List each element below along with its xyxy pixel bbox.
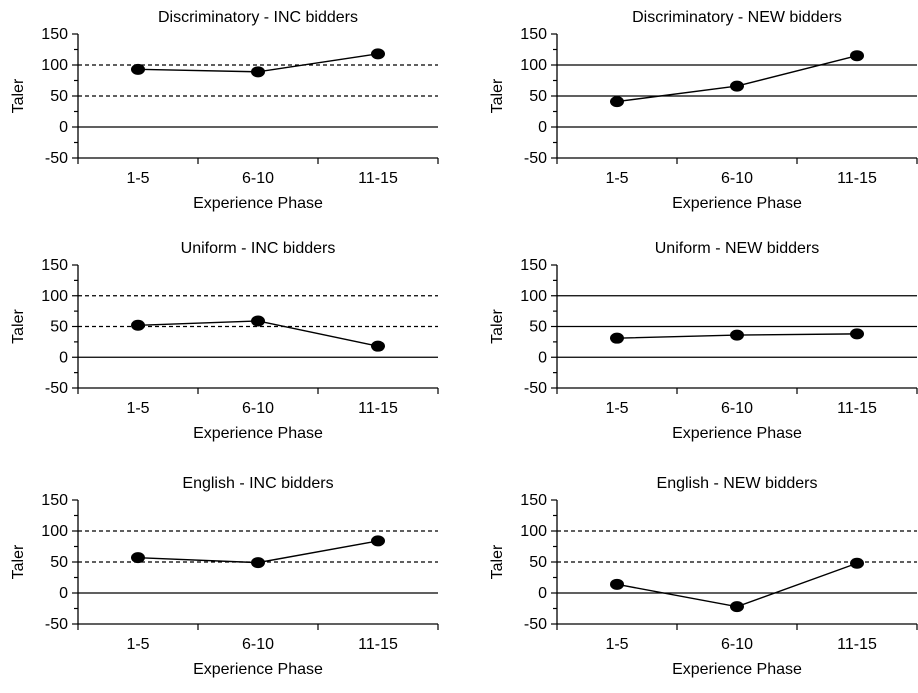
data-point-11-15 <box>850 328 864 340</box>
data-point-11-15 <box>371 48 385 60</box>
y-tick-label: 0 <box>538 585 547 602</box>
x-tick-label: 1-5 <box>126 400 149 417</box>
x-axis-label: Experience Phase <box>193 425 323 442</box>
chart-title: Uniform - NEW bidders <box>655 240 819 257</box>
y-tick-label: -50 <box>524 150 547 167</box>
x-tick-label: 1-5 <box>605 170 628 187</box>
y-tick-label: 0 <box>538 119 547 136</box>
data-point-1-5 <box>131 63 145 75</box>
x-axis-label: Experience Phase <box>193 195 323 212</box>
y-tick-label: 50 <box>50 554 68 571</box>
chart-title: Uniform - INC bidders <box>181 240 336 257</box>
data-point-6-10 <box>251 66 265 78</box>
y-tick-label: 50 <box>529 554 547 571</box>
x-axis-label: Experience Phase <box>672 195 802 212</box>
y-tick-label: 50 <box>50 88 68 105</box>
y-axis-label: Taler <box>10 308 27 343</box>
y-tick-label: -50 <box>45 150 68 167</box>
x-tick-label: 6-10 <box>721 636 753 653</box>
y-tick-label: 150 <box>41 257 68 274</box>
data-point-11-15 <box>371 535 385 547</box>
chart-panel-4: Uniform - NEW bidders 150 100 50 0 -50 1-5 6-10… <box>489 240 918 442</box>
y-tick-label: 150 <box>41 492 68 509</box>
x-axis-label: Experience Phase <box>193 661 323 678</box>
series-line <box>616 55 858 103</box>
y-tick-label: 100 <box>41 523 68 540</box>
y-tick-label: 100 <box>520 288 547 305</box>
x-axis-label: Experience Phase <box>672 425 802 442</box>
y-tick-label: -50 <box>524 380 547 397</box>
data-point-1-5 <box>610 96 624 108</box>
y-axis-label: Taler <box>489 308 506 343</box>
x-tick-label: 11-15 <box>358 400 398 417</box>
x-tick-label: 6-10 <box>721 400 753 417</box>
chart-panel-6: English - NEW bidders 150 100 50 0 -50 1-5 6-10… <box>489 475 918 678</box>
y-tick-label: 50 <box>529 319 547 336</box>
y-tick-label: 150 <box>520 26 547 43</box>
y-tick-label: 150 <box>41 26 68 43</box>
data-point-1-5 <box>131 319 145 331</box>
x-tick-label: 11-15 <box>837 400 877 417</box>
y-tick-label: 150 <box>520 492 547 509</box>
data-point-11-15 <box>371 340 385 352</box>
chart-title: Discriminatory - NEW bidders <box>632 9 842 26</box>
x-tick-label: 11-15 <box>837 636 877 653</box>
y-axis-label: Taler <box>10 544 27 579</box>
y-tick-label: 100 <box>520 523 547 540</box>
x-axis-label: Experience Phase <box>672 661 802 678</box>
x-tick-label: 1-5 <box>126 636 149 653</box>
y-axis-label: Taler <box>10 78 27 113</box>
y-tick-label: 0 <box>59 349 68 366</box>
y-tick-label: 0 <box>59 119 68 136</box>
x-tick-label: 1-5 <box>605 400 628 417</box>
x-tick-label: 11-15 <box>358 170 398 187</box>
data-point-6-10 <box>730 80 744 92</box>
x-tick-label: 6-10 <box>242 400 274 417</box>
x-tick-label: 11-15 <box>358 636 398 653</box>
x-tick-label: 1-5 <box>126 170 149 187</box>
y-tick-label: 0 <box>59 585 68 602</box>
x-tick-label: 1-5 <box>605 636 628 653</box>
x-tick-label: 6-10 <box>721 170 753 187</box>
chart-title: English - INC bidders <box>182 475 333 492</box>
data-point-6-10 <box>730 601 744 613</box>
y-tick-label: 100 <box>41 288 68 305</box>
chart-panel-2: Discriminatory - NEW bidders 150 100 50 0 -50… <box>489 9 918 212</box>
x-tick-label: 6-10 <box>242 636 274 653</box>
data-point-1-5 <box>610 332 624 344</box>
data-point-1-5 <box>610 578 624 590</box>
chart-panel-1: Discriminatory - INC bidders 150 100 50 0 -50… <box>10 9 439 212</box>
chart-title: Discriminatory - INC bidders <box>158 9 358 26</box>
y-tick-label: -50 <box>524 616 547 633</box>
data-point-1-5 <box>131 552 145 564</box>
y-tick-label: 150 <box>520 257 547 274</box>
y-tick-label: 50 <box>50 319 68 336</box>
data-point-6-10 <box>251 315 265 327</box>
y-tick-label: -50 <box>45 616 68 633</box>
series-line <box>616 562 858 608</box>
chart-panel-3: Uniform - INC bidders 150 100 50 0 -50 1-5 6-10… <box>10 240 439 442</box>
data-point-11-15 <box>850 557 864 569</box>
y-tick-label: 50 <box>529 88 547 105</box>
data-point-11-15 <box>850 50 864 62</box>
y-axis-label: Taler <box>489 78 506 113</box>
data-point-6-10 <box>730 329 744 341</box>
data-point-6-10 <box>251 557 265 569</box>
y-tick-label: -50 <box>45 380 68 397</box>
x-tick-label: 11-15 <box>837 170 877 187</box>
y-axis-label: Taler <box>489 544 506 579</box>
y-tick-label: 0 <box>538 349 547 366</box>
chart-panel-5: English - INC bidders 150 100 50 0 -50 1-5 6-10… <box>10 475 439 678</box>
chart-title: English - NEW bidders <box>657 475 818 492</box>
y-tick-label: 100 <box>520 57 547 74</box>
x-tick-label: 6-10 <box>242 170 274 187</box>
y-tick-label: 100 <box>41 57 68 74</box>
